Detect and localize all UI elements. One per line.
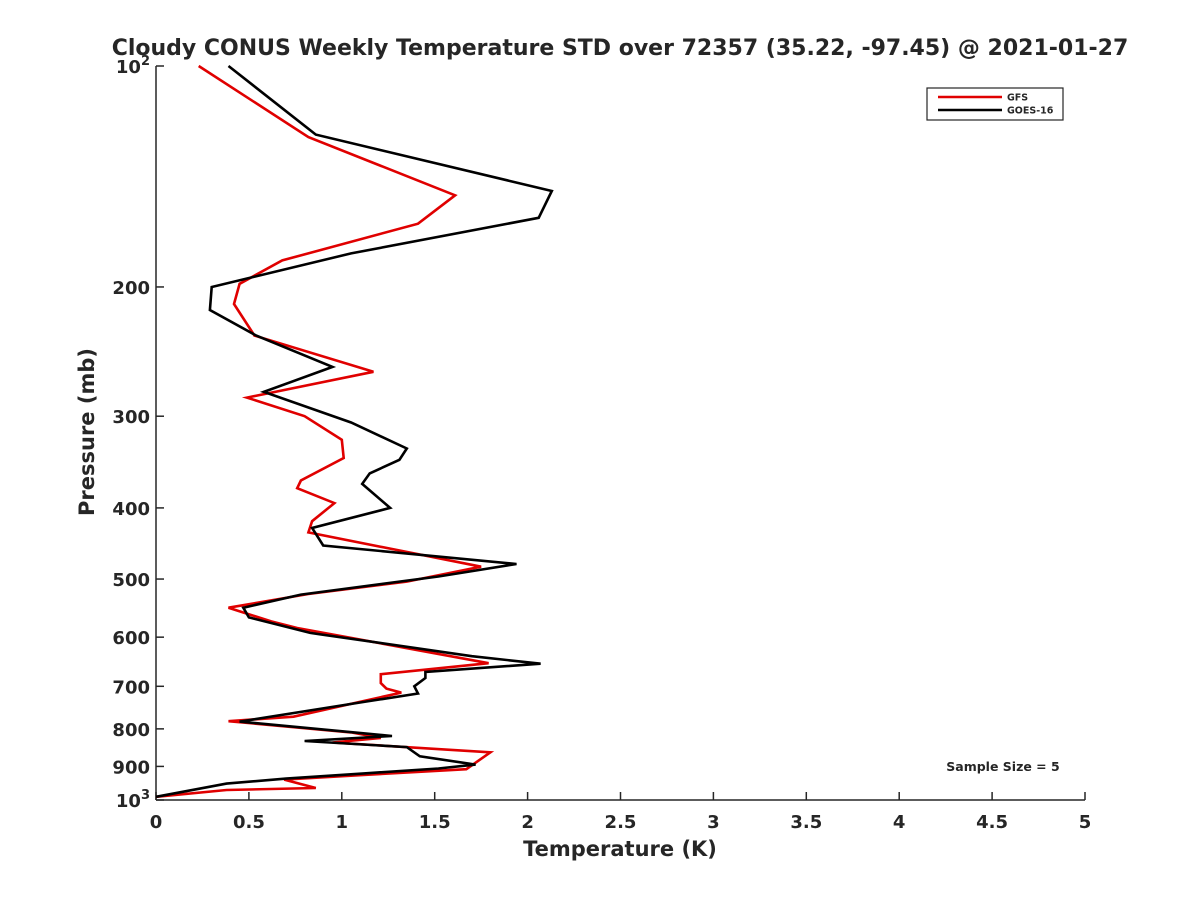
y-tick-label: 900 xyxy=(112,757,150,778)
y-tick-label-base: 500 xyxy=(112,570,150,591)
x-axis-label: Temperature (K) xyxy=(523,837,717,861)
y-tick-label: 800 xyxy=(112,720,150,741)
y-tick-label-base: 600 xyxy=(112,628,150,649)
x-tick-label: 1.5 xyxy=(419,812,451,833)
y-tick-label: 200 xyxy=(112,278,150,299)
legend-label-gfs: GFS xyxy=(1007,93,1028,104)
plot-area: 0 0.5 1 1.5 2 2.5 3 3.5 4 4.5 51022003004005006007… xyxy=(112,54,1091,833)
x-tick-label: 0 xyxy=(150,812,163,833)
x-tick-label: 1 xyxy=(336,812,349,833)
y-tick-label: 600 xyxy=(112,628,150,649)
x-tick-label: 0.5 xyxy=(233,812,265,833)
legend: GFS GOES-16 xyxy=(926,87,1064,121)
x-tick-label: 3.5 xyxy=(790,812,822,833)
y-tick-label: 102 xyxy=(116,54,150,78)
y-tick-label-exponent: 3 xyxy=(141,788,150,803)
y-tick-label-exponent: 2 xyxy=(141,54,150,69)
y-axis-label: Pressure (mb) xyxy=(75,348,99,516)
y-tick-label-base: 900 xyxy=(112,757,150,778)
x-tick-label: 3 xyxy=(707,812,720,833)
x-tick-label: 4 xyxy=(893,812,906,833)
y-tick-label-base: 700 xyxy=(112,677,150,698)
y-tick-label: 300 xyxy=(112,407,150,428)
x-tick-label: 5 xyxy=(1079,812,1092,833)
series-line-gfs xyxy=(155,64,495,799)
y-tick-label: 103 xyxy=(116,788,150,812)
y-tick-label-base: 10 xyxy=(116,57,141,78)
legend-box xyxy=(926,87,1064,121)
y-tick-label: 700 xyxy=(112,677,150,698)
y-tick-label: 500 xyxy=(112,570,150,591)
chart-title: Cloudy CONUS Weekly Temperature STD over… xyxy=(112,36,1129,61)
y-tick-label-base: 300 xyxy=(112,407,150,428)
y-tick-label-base: 10 xyxy=(116,791,141,812)
legend-label-goes-16: GOES-16 xyxy=(1007,106,1054,117)
y-tick-label: 400 xyxy=(112,499,150,520)
y-tick-label-base: 400 xyxy=(112,499,150,520)
y-tick-label-base: 200 xyxy=(112,278,150,299)
sample-size-annotation: Sample Size = 5 xyxy=(946,759,1059,774)
series-line-goes-16 xyxy=(155,64,554,799)
x-tick-label: 4.5 xyxy=(976,812,1008,833)
x-tick-label: 2 xyxy=(521,812,534,833)
y-tick-label-base: 800 xyxy=(112,720,150,741)
x-tick-label: 2.5 xyxy=(605,812,637,833)
